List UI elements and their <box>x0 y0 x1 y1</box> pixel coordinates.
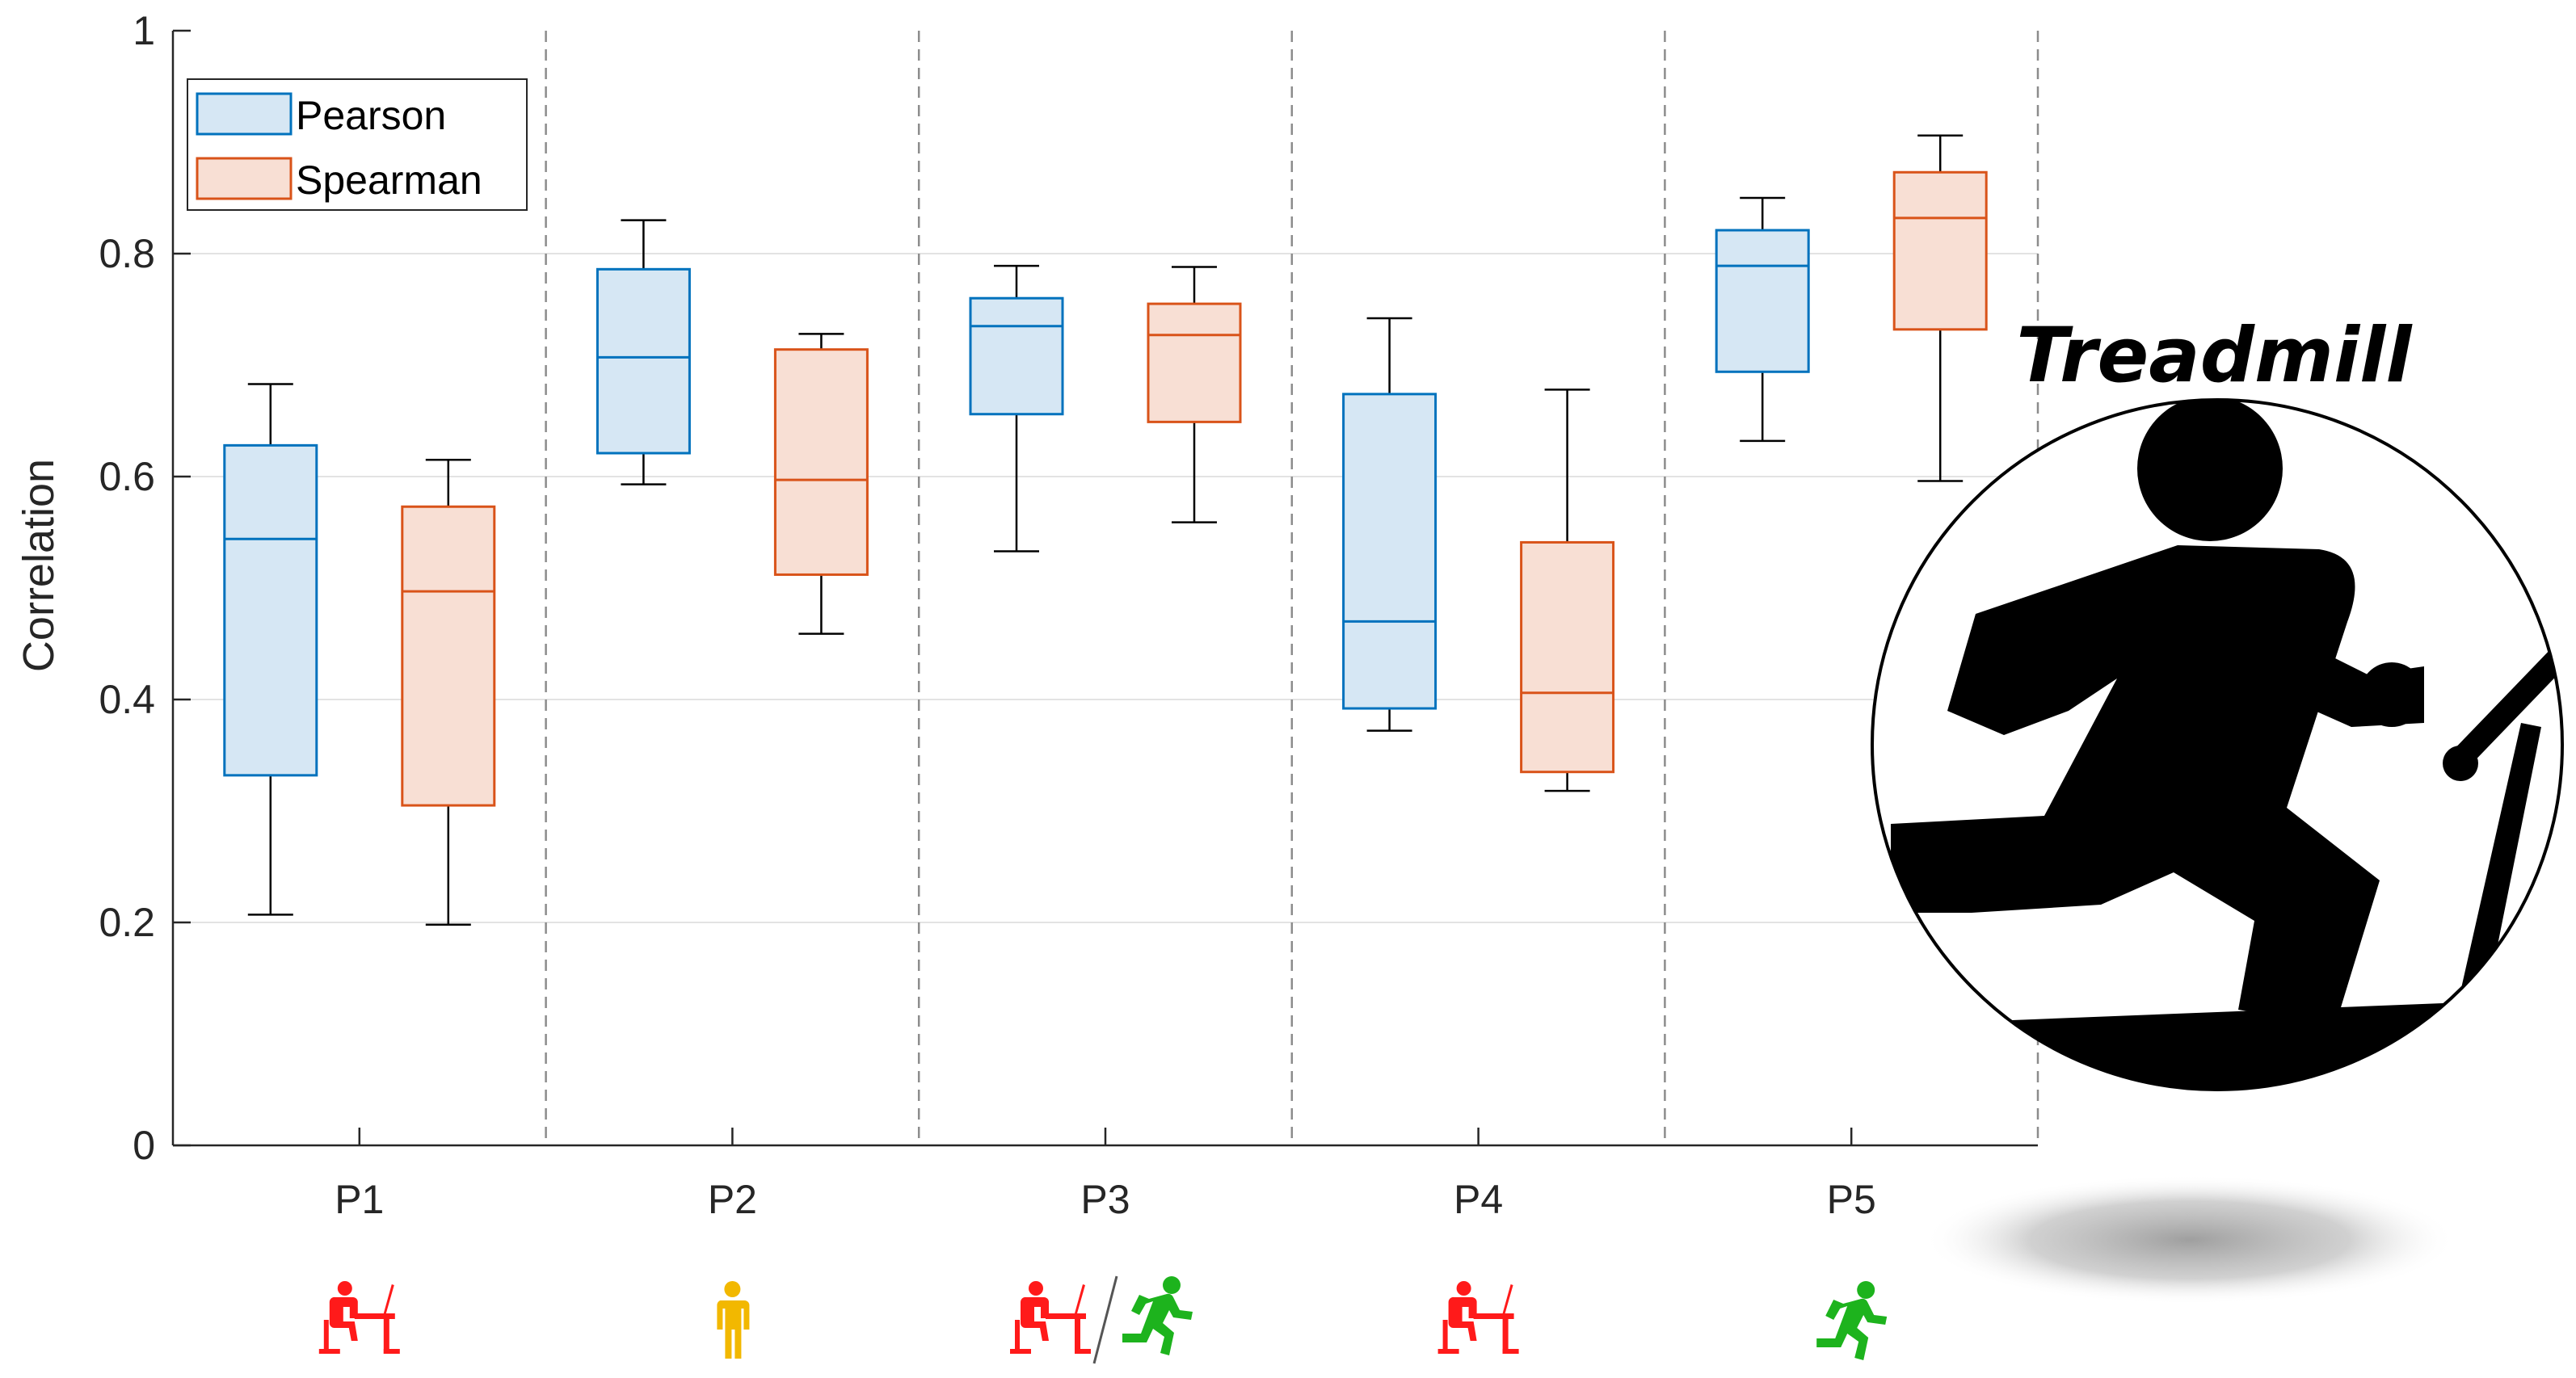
treadmill-runner-icon <box>1872 400 2562 1090</box>
box-iqr <box>1715 229 1810 373</box>
y-tick-label: 1 <box>133 8 155 53</box>
x-tick-label: P5 <box>1827 1177 1876 1222</box>
desk-worker-icon <box>318 1281 400 1354</box>
box-pearson-p2 <box>596 219 691 485</box>
box-iqr <box>596 267 691 455</box>
y-tick-label: 0.2 <box>99 900 155 945</box>
runner-icon <box>1816 1281 1888 1360</box>
standing-person-icon <box>717 1281 750 1359</box>
box-iqr <box>1892 170 1988 331</box>
box-spearman-p4 <box>1520 389 1615 792</box>
box-pearson-p4 <box>1342 317 1437 732</box>
legend-label-spearman: Spearman <box>296 158 482 203</box>
y-axis-title: Correlation <box>15 459 63 672</box>
legend-swatch-spearman <box>196 157 293 200</box>
desk-worker-icon <box>1437 1281 1519 1354</box>
activity-icons <box>318 1275 1888 1364</box>
box-pearson-p1 <box>223 383 318 916</box>
legend-swatch-pearson <box>196 92 293 136</box>
inset-title: Treadmill <box>2016 312 2413 400</box>
x-tick-label: P4 <box>1454 1177 1503 1222</box>
axes: 0 0.2 0.4 0.6 0.8 1 P1 P2 P3 P4 P5 <box>99 8 2038 1222</box>
box-iqr <box>1147 302 1242 423</box>
y-tick-label: 0.4 <box>99 677 155 722</box>
icon-divider-slash <box>1092 1275 1118 1364</box>
y-tick-label: 0 <box>133 1123 155 1168</box>
legend-label-pearson: Pearson <box>296 93 446 138</box>
box-pearson-p5 <box>1715 196 1810 443</box>
box-iqr <box>773 348 869 576</box>
box-iqr <box>1342 393 1437 710</box>
x-tick-label: P2 <box>708 1177 757 1222</box>
box-iqr <box>969 296 1064 416</box>
box-iqr <box>1520 540 1615 774</box>
y-tick-label: 0.8 <box>99 231 155 276</box>
x-tick-label: P1 <box>335 1177 384 1222</box>
y-tick-label: 0.6 <box>99 454 155 499</box>
box-spearman-p2 <box>773 333 869 635</box>
x-tick-label: P3 <box>1080 1177 1130 1222</box>
inset-shadow <box>1923 1175 2456 1304</box>
box-iqr <box>401 505 496 807</box>
box-spearman-p5 <box>1892 134 1988 482</box>
legend: Pearson Spearman <box>187 78 528 211</box>
box-spearman-p3 <box>1147 266 1242 523</box>
box-spearman-p1 <box>401 459 496 926</box>
boxplots <box>223 134 1988 926</box>
treadmill-inset: Treadmill <box>1871 312 2564 1304</box>
runner-icon <box>1122 1276 1193 1355</box>
box-iqr <box>223 443 318 777</box>
box-pearson-p3 <box>969 264 1064 552</box>
desk-worker-icon <box>1010 1281 1091 1354</box>
